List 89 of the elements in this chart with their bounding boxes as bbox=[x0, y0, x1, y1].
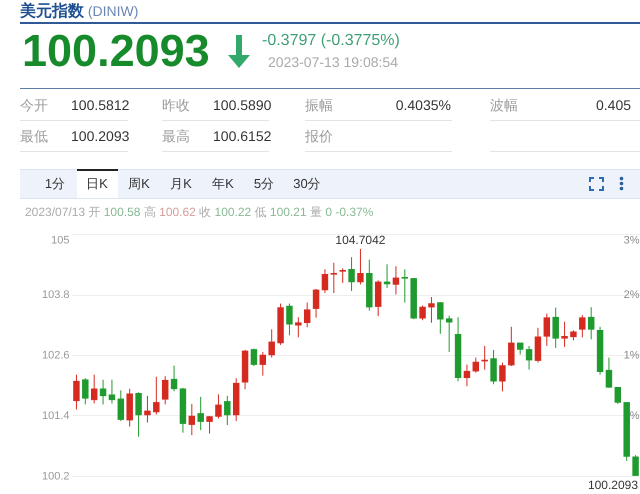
text: 振幅 bbox=[305, 97, 333, 113]
text: 最低 bbox=[20, 128, 48, 144]
y-tick-label: 102.6 bbox=[42, 350, 70, 362]
candlestick bbox=[153, 376, 160, 415]
candlestick bbox=[516, 342, 524, 355]
text: 今开 bbox=[20, 97, 48, 113]
text: 昨收 bbox=[162, 97, 190, 113]
candlestick bbox=[73, 374, 80, 410]
text: 100.2093 bbox=[588, 478, 638, 492]
candlestick bbox=[348, 256, 355, 292]
text: -0.3797 (-0.3775%) bbox=[262, 32, 400, 49]
candlestick bbox=[82, 378, 89, 405]
candlestick bbox=[170, 365, 178, 392]
candlestick bbox=[250, 348, 258, 367]
y-tick-label: 100.2 bbox=[42, 470, 70, 482]
candlestick bbox=[224, 395, 231, 426]
candlestick bbox=[481, 345, 488, 370]
candlestick bbox=[118, 390, 124, 422]
candlestick bbox=[384, 264, 390, 288]
candlestick bbox=[526, 345, 532, 370]
text: 2023-07-13 19:08:54 bbox=[268, 54, 398, 70]
candlestick bbox=[357, 248, 364, 285]
annotation: 104.7042 bbox=[335, 232, 386, 247]
candlestick bbox=[472, 357, 480, 374]
candlestick bbox=[588, 306, 594, 340]
candlestick bbox=[446, 315, 452, 352]
candlestick bbox=[632, 454, 639, 476]
y-tick-label: 101.4 bbox=[42, 410, 70, 422]
text: 2023/07/13 开 100.58 高 100.62 收 100.22 低 100.21 量 0 -0.37% bbox=[25, 205, 374, 219]
text: 30分 bbox=[293, 176, 321, 191]
text: 100.2093 bbox=[22, 25, 210, 76]
candlestick bbox=[499, 362, 506, 392]
y-tick-label: 105 bbox=[51, 234, 70, 246]
text: 100.2093 bbox=[71, 128, 130, 144]
candlestick bbox=[90, 374, 98, 404]
text: 报价 bbox=[305, 128, 333, 144]
candlestick bbox=[419, 305, 426, 321]
candlestick bbox=[135, 392, 142, 438]
text: 100.5890 bbox=[213, 97, 272, 113]
candlestick bbox=[490, 349, 497, 385]
text: 波幅 bbox=[490, 97, 518, 113]
candlestick bbox=[570, 330, 577, 341]
candlestick bbox=[108, 379, 116, 404]
text: 月K bbox=[170, 176, 192, 191]
candlestick bbox=[437, 302, 444, 334]
candlestick bbox=[197, 396, 204, 431]
y2-tick-label: 1% bbox=[624, 350, 640, 362]
text: 0.4035% bbox=[396, 97, 451, 113]
candlestick bbox=[268, 328, 275, 358]
chart-title: 美元指数 (DINIW) bbox=[20, 3, 138, 20]
candlestick bbox=[286, 303, 293, 336]
text: 0.405 bbox=[596, 97, 632, 113]
text: 1分 bbox=[44, 176, 66, 191]
candlestick bbox=[614, 386, 622, 404]
candlestick bbox=[402, 268, 408, 304]
candlestick bbox=[392, 266, 400, 295]
candlestick bbox=[544, 313, 550, 346]
candlestick bbox=[552, 307, 559, 348]
text: 100.6152 bbox=[213, 128, 272, 144]
candlestick bbox=[322, 268, 328, 294]
text: 最高 bbox=[162, 128, 190, 144]
candlestick bbox=[534, 327, 542, 364]
candlestick bbox=[579, 314, 586, 338]
candlestick bbox=[206, 416, 213, 434]
text: 100.5812 bbox=[71, 97, 130, 113]
candlestick bbox=[508, 326, 515, 367]
candlestick bbox=[215, 394, 222, 420]
text: 周K bbox=[128, 176, 150, 191]
candlestick bbox=[561, 321, 568, 348]
candlestick bbox=[188, 403, 196, 436]
y-tick-label: 103.8 bbox=[42, 289, 70, 301]
candlestick bbox=[464, 364, 470, 387]
candlestick bbox=[304, 302, 310, 328]
y2-tick-label: % bbox=[630, 410, 640, 422]
candlestick bbox=[339, 268, 346, 284]
text: 年K bbox=[212, 176, 234, 191]
candlestick bbox=[100, 379, 106, 405]
candlestick bbox=[312, 288, 320, 318]
candlestick bbox=[295, 316, 302, 338]
text: 5分 bbox=[254, 176, 274, 191]
y2-tick-label: 3% bbox=[624, 234, 640, 246]
text: 日K bbox=[86, 176, 108, 191]
y2-tick-label: 2% bbox=[624, 289, 640, 301]
candlestick bbox=[260, 351, 266, 376]
candlestick bbox=[330, 262, 338, 294]
candlestick bbox=[428, 296, 435, 324]
candlestick bbox=[606, 357, 612, 388]
candlestick bbox=[144, 395, 151, 424]
candlestick bbox=[162, 376, 168, 405]
